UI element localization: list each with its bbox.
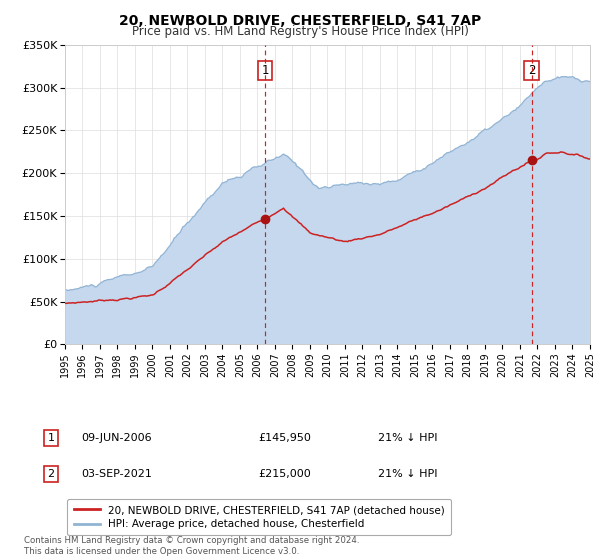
Text: 03-SEP-2021: 03-SEP-2021 <box>81 469 152 479</box>
Text: 09-JUN-2006: 09-JUN-2006 <box>81 433 152 443</box>
Text: 2: 2 <box>528 64 535 77</box>
Text: Price paid vs. HM Land Registry's House Price Index (HPI): Price paid vs. HM Land Registry's House … <box>131 25 469 38</box>
Text: 2: 2 <box>47 469 55 479</box>
Text: 1: 1 <box>47 433 55 443</box>
Text: 1: 1 <box>261 64 269 77</box>
Text: 21% ↓ HPI: 21% ↓ HPI <box>378 469 437 479</box>
Text: £145,950: £145,950 <box>258 433 311 443</box>
Text: Contains HM Land Registry data © Crown copyright and database right 2024.
This d: Contains HM Land Registry data © Crown c… <box>24 536 359 556</box>
Legend: 20, NEWBOLD DRIVE, CHESTERFIELD, S41 7AP (detached house), HPI: Average price, d: 20, NEWBOLD DRIVE, CHESTERFIELD, S41 7AP… <box>67 499 451 535</box>
Text: £215,000: £215,000 <box>258 469 311 479</box>
Text: 20, NEWBOLD DRIVE, CHESTERFIELD, S41 7AP: 20, NEWBOLD DRIVE, CHESTERFIELD, S41 7AP <box>119 14 481 28</box>
Text: 21% ↓ HPI: 21% ↓ HPI <box>378 433 437 443</box>
